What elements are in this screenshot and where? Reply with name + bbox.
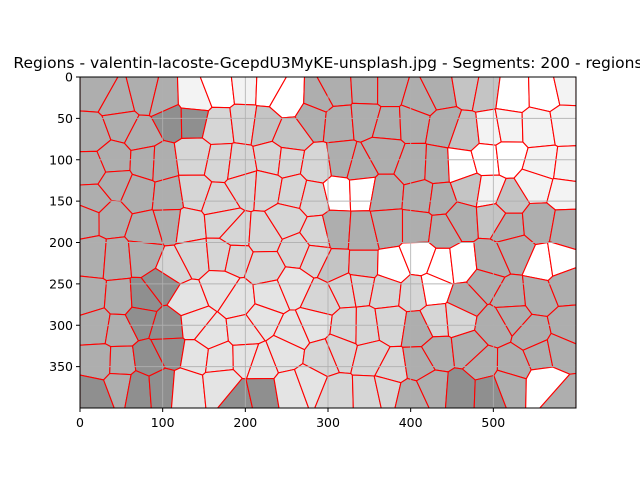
- y-tick-label: 100: [49, 152, 73, 167]
- segment-region: [401, 179, 434, 214]
- x-tick-label: 0: [76, 415, 84, 430]
- x-tick-label: 200: [233, 415, 257, 430]
- y-axis: 0 50 100 150 200 250 300 350: [49, 70, 80, 374]
- segment-region: [350, 77, 379, 105]
- segment-region: [552, 145, 576, 182]
- segment-region: [348, 249, 379, 279]
- x-tick-label: 300: [316, 415, 340, 430]
- x-axis: 0 100 200 300 400 500: [76, 408, 505, 430]
- segment-region: [539, 372, 576, 408]
- segment-region: [401, 208, 433, 244]
- y-tick-label: 250: [49, 276, 73, 291]
- segment-region: [109, 345, 137, 376]
- y-tick-label: 200: [49, 235, 73, 250]
- x-tick-label: 500: [481, 415, 505, 430]
- segment-region: [549, 104, 576, 148]
- chart-title: Regions - valentin-lacoste-GcepdU3MyKE-u…: [13, 54, 640, 72]
- segment-region: [102, 236, 133, 282]
- y-tick-label: 150: [49, 194, 73, 209]
- y-tick-label: 0: [65, 70, 73, 85]
- segment-region: [547, 267, 576, 307]
- segment-region: [230, 77, 258, 106]
- segment-region: [553, 77, 576, 107]
- segment-region: [148, 367, 176, 408]
- y-tick-label: 300: [49, 318, 73, 333]
- segment-region: [495, 77, 530, 114]
- x-tick-label: 400: [399, 415, 423, 430]
- segment-region: [80, 235, 107, 280]
- y-tick-label: 50: [57, 111, 73, 126]
- segment-region: [424, 143, 450, 185]
- x-tick-label: 100: [151, 415, 175, 430]
- y-tick-label: 350: [49, 359, 73, 374]
- segment-region: [175, 206, 207, 245]
- segment-region: [546, 241, 576, 277]
- segment-region: [368, 173, 405, 212]
- segment-regions: [80, 77, 576, 408]
- segment-region: [80, 343, 112, 381]
